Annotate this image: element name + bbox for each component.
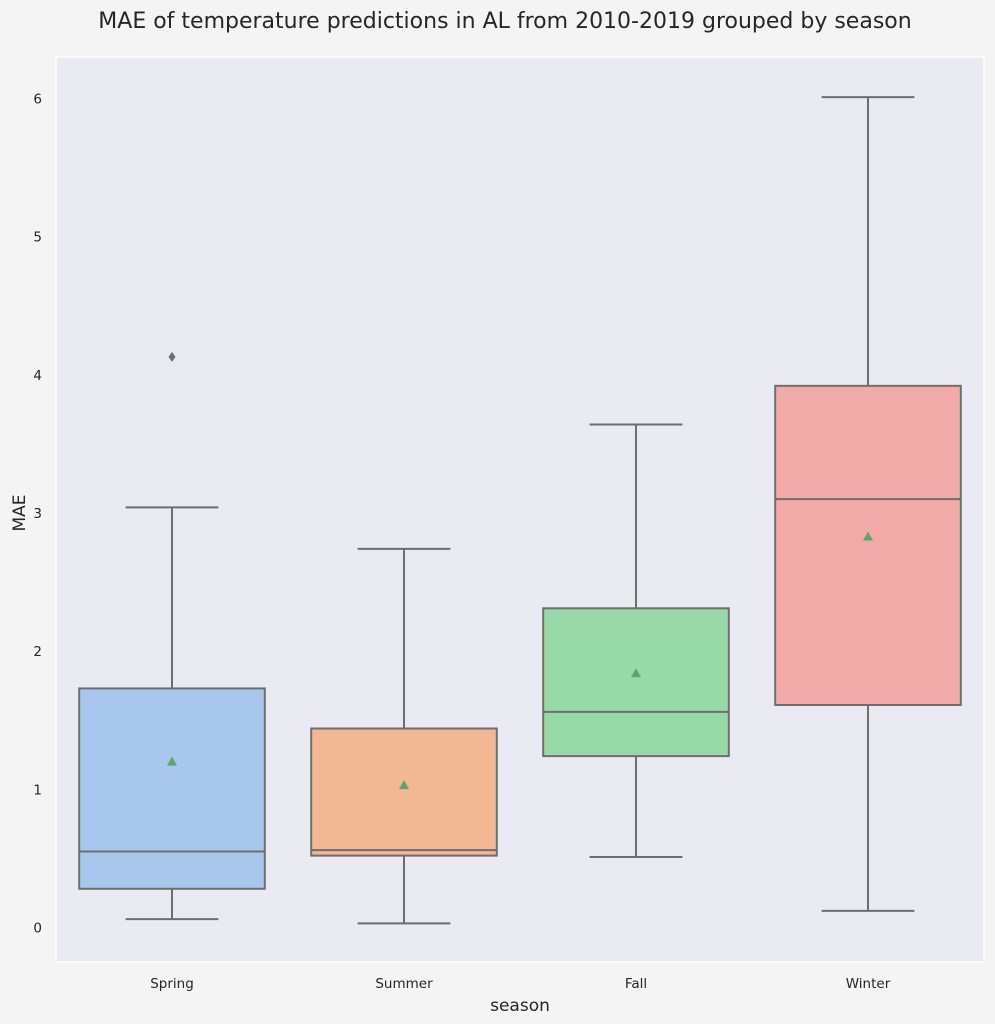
box-summer — [310, 547, 498, 925]
box — [774, 384, 962, 707]
x-tick-label: Spring — [150, 976, 194, 992]
y-tick-label: 4 — [33, 368, 42, 384]
x-tick-label: Summer — [375, 976, 433, 992]
mean-marker — [631, 668, 641, 678]
y-tick-label: 1 — [33, 782, 42, 798]
box-spring — [78, 351, 266, 921]
x-axis-label: season — [490, 996, 550, 1016]
y-axis: 0 1 2 3 4 5 6 — [33, 91, 42, 936]
box-plots — [78, 96, 962, 925]
mean-marker — [399, 780, 409, 790]
y-axis-label: MAE — [10, 494, 30, 531]
y-tick-label: 2 — [33, 644, 42, 660]
y-tick-label: 0 — [33, 920, 42, 936]
x-tick-label: Fall — [625, 976, 647, 992]
y-tick-label: 3 — [33, 506, 42, 522]
mean-marker — [863, 531, 873, 541]
x-tick-label: Winter — [846, 976, 891, 992]
box — [542, 607, 730, 758]
box-fall — [542, 423, 730, 858]
outlier-point — [168, 351, 176, 362]
box — [78, 687, 266, 890]
x-axis: Spring Summer Fall Winter — [150, 976, 890, 992]
box-winter — [774, 96, 962, 912]
y-tick-label: 6 — [33, 91, 42, 107]
chart-title: MAE of temperature predictions in AL fro… — [98, 9, 911, 34]
box — [310, 727, 498, 857]
y-tick-label: 5 — [33, 230, 42, 246]
mean-marker — [167, 756, 177, 766]
